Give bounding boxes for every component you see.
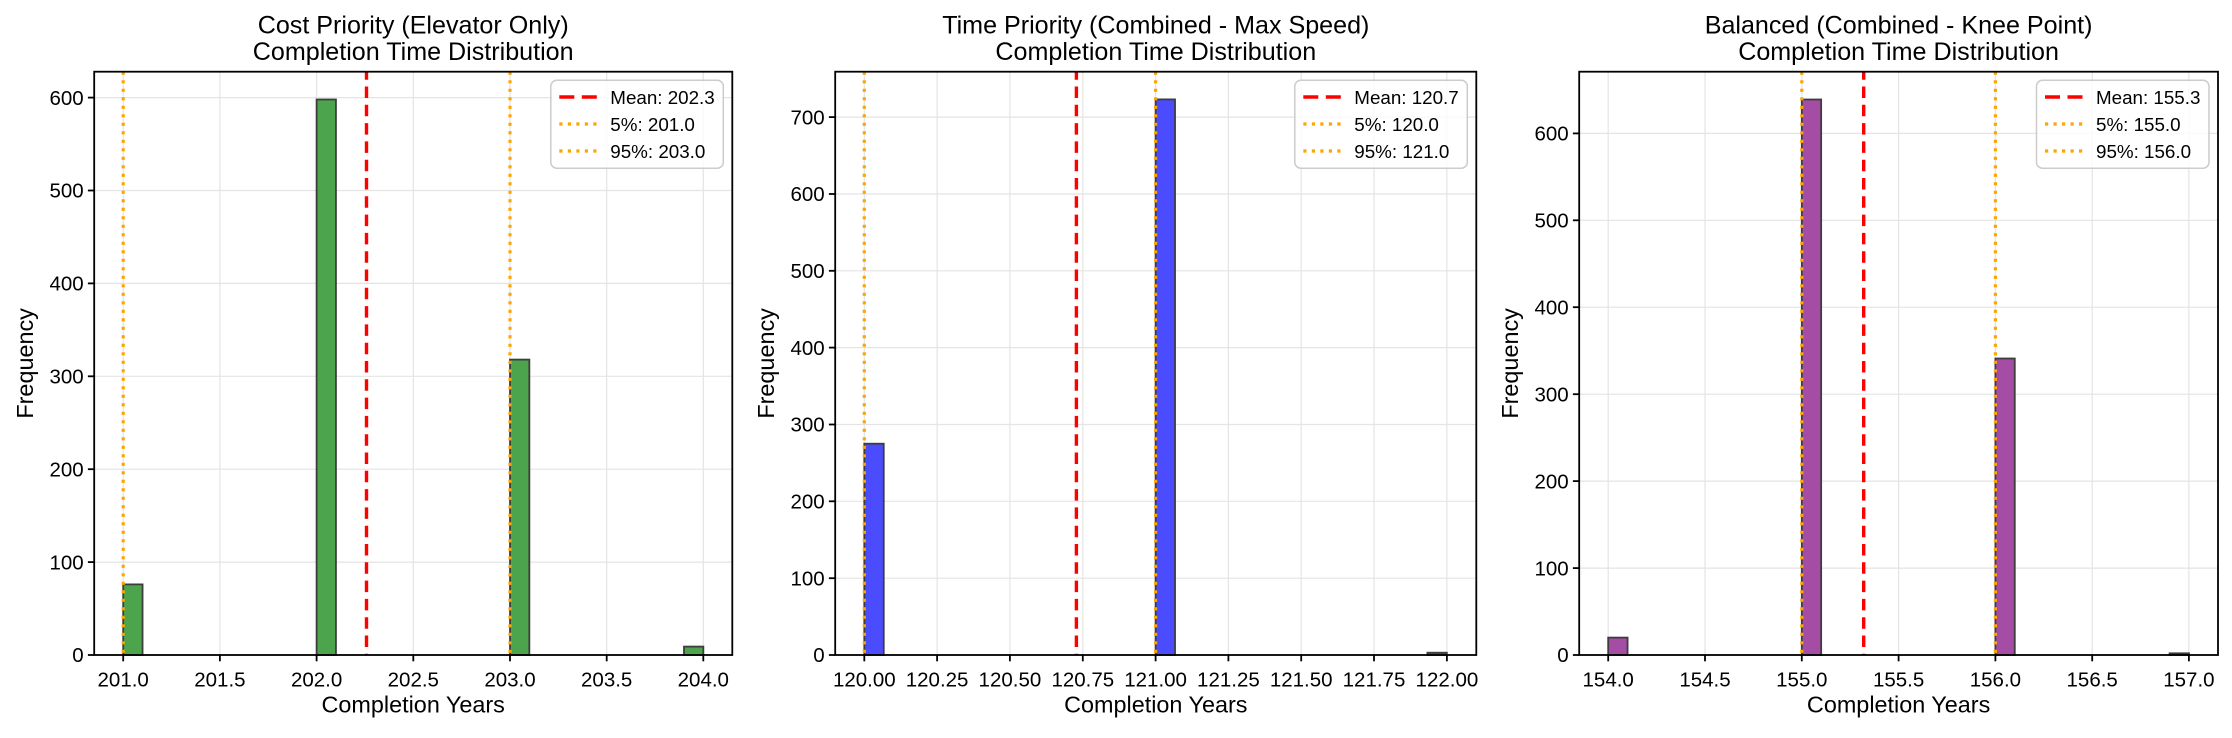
svg-text:400: 400 (790, 337, 824, 360)
svg-text:400: 400 (1534, 296, 1568, 319)
svg-text:Balanced (Combined - Knee Poin: Balanced (Combined - Knee Point) (1705, 12, 2093, 40)
svg-text:100: 100 (790, 567, 824, 590)
svg-text:5%: 120.0: 5%: 120.0 (1354, 114, 1439, 135)
svg-text:100: 100 (1534, 557, 1568, 580)
svg-text:Completion Years: Completion Years (1064, 692, 1247, 718)
svg-text:120.75: 120.75 (1051, 669, 1114, 692)
svg-text:0: 0 (72, 644, 83, 667)
svg-text:500: 500 (1534, 210, 1568, 233)
svg-text:154.5: 154.5 (1679, 669, 1730, 692)
svg-text:600: 600 (49, 87, 83, 110)
svg-text:Frequency: Frequency (753, 308, 779, 419)
svg-text:400: 400 (49, 273, 83, 296)
svg-text:Time Priority (Combined - Max: Time Priority (Combined - Max Speed) (942, 12, 1369, 40)
svg-text:121.75: 121.75 (1343, 669, 1406, 692)
svg-text:500: 500 (49, 180, 83, 203)
svg-text:Frequency: Frequency (1497, 308, 1523, 419)
svg-text:201.5: 201.5 (194, 669, 245, 692)
svg-text:156.5: 156.5 (2067, 669, 2118, 692)
svg-text:95%: 203.0: 95%: 203.0 (610, 141, 705, 162)
svg-text:121.00: 121.00 (1124, 669, 1187, 692)
svg-text:600: 600 (1534, 123, 1568, 146)
svg-text:121.50: 121.50 (1270, 669, 1333, 692)
svg-text:300: 300 (790, 414, 824, 437)
svg-text:200: 200 (49, 458, 83, 481)
svg-text:157.0: 157.0 (2163, 669, 2214, 692)
svg-text:Mean: 120.7: Mean: 120.7 (1354, 87, 1458, 108)
svg-text:0: 0 (813, 644, 824, 667)
svg-text:Mean: 155.3: Mean: 155.3 (2096, 87, 2200, 108)
svg-text:Mean: 202.3: Mean: 202.3 (610, 87, 714, 108)
svg-text:5%: 201.0: 5%: 201.0 (610, 114, 695, 135)
svg-text:Frequency: Frequency (12, 308, 38, 419)
svg-text:200: 200 (1534, 470, 1568, 493)
svg-text:5%: 155.0: 5%: 155.0 (2096, 114, 2181, 135)
svg-text:Completion Time Distribution: Completion Time Distribution (995, 38, 1316, 66)
svg-text:100: 100 (49, 551, 83, 574)
svg-text:600: 600 (790, 183, 824, 206)
svg-text:500: 500 (790, 260, 824, 283)
svg-text:95%: 121.0: 95%: 121.0 (1354, 141, 1449, 162)
svg-text:0: 0 (1557, 644, 1568, 667)
svg-text:300: 300 (1534, 383, 1568, 406)
svg-text:700: 700 (790, 106, 824, 129)
svg-text:155.0: 155.0 (1776, 669, 1827, 692)
svg-text:155.5: 155.5 (1873, 669, 1924, 692)
svg-text:121.25: 121.25 (1197, 669, 1260, 692)
svg-text:202.5: 202.5 (388, 669, 439, 692)
svg-text:156.0: 156.0 (1970, 669, 2021, 692)
svg-text:154.0: 154.0 (1583, 669, 1634, 692)
svg-text:Cost Priority (Elevator Only): Cost Priority (Elevator Only) (258, 12, 569, 40)
svg-text:Completion Time Distribution: Completion Time Distribution (253, 38, 574, 66)
svg-text:203.5: 203.5 (581, 669, 632, 692)
svg-text:203.0: 203.0 (484, 669, 535, 692)
svg-text:Completion Time Distribution: Completion Time Distribution (1738, 38, 2059, 66)
svg-text:120.50: 120.50 (979, 669, 1042, 692)
svg-text:122.00: 122.00 (1416, 669, 1479, 692)
svg-text:201.0: 201.0 (98, 669, 149, 692)
svg-text:120.25: 120.25 (906, 669, 969, 692)
svg-text:120.00: 120.00 (833, 669, 896, 692)
svg-text:200: 200 (790, 491, 824, 514)
svg-text:300: 300 (49, 366, 83, 389)
svg-text:Completion Years: Completion Years (322, 692, 505, 718)
svg-text:95%: 156.0: 95%: 156.0 (2096, 141, 2191, 162)
svg-text:202.0: 202.0 (291, 669, 342, 692)
svg-text:204.0: 204.0 (678, 669, 729, 692)
svg-text:Completion Years: Completion Years (1807, 692, 1990, 718)
